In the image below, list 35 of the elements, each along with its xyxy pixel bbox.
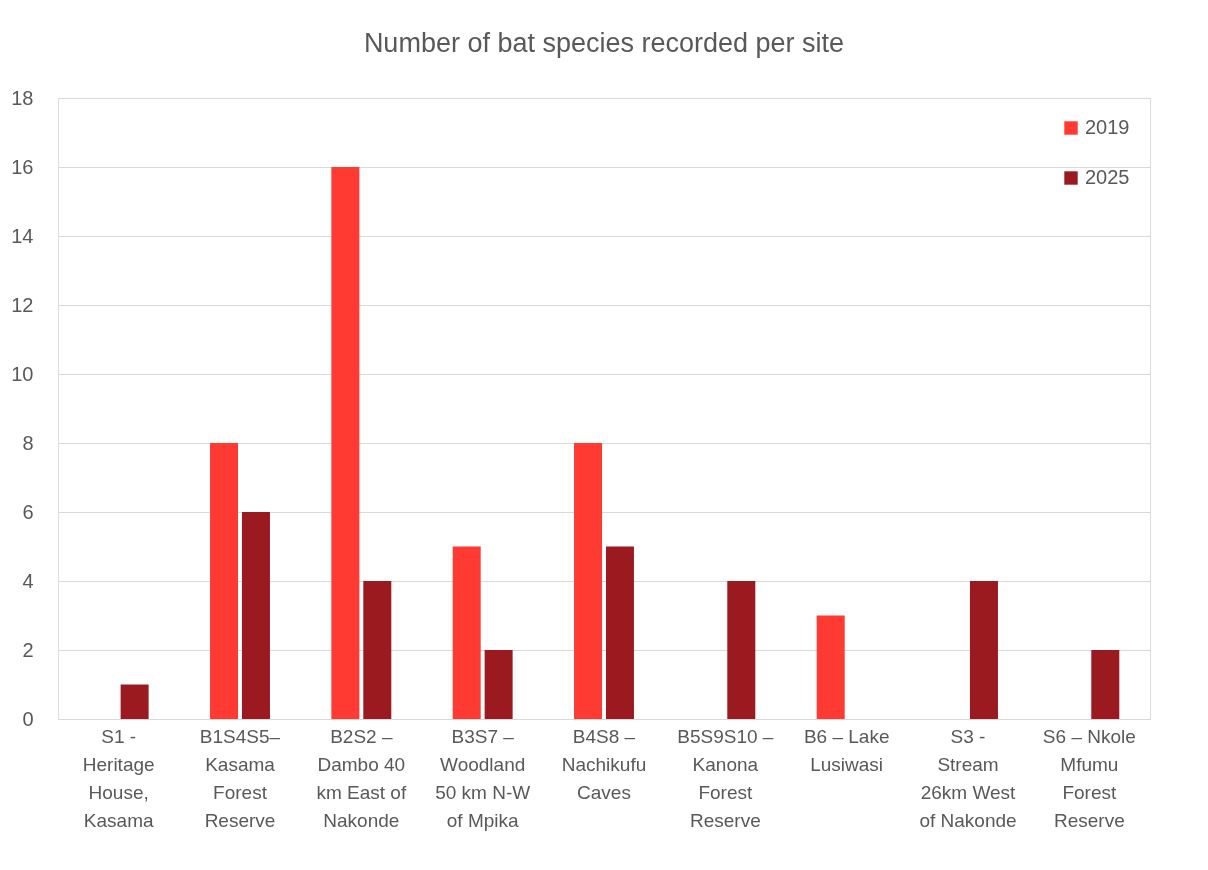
x-tick-label: B5S9S10 – Kanona Forest Reserve (677, 725, 774, 831)
bar (1091, 650, 1120, 719)
bar (241, 512, 270, 719)
bar (816, 615, 845, 719)
y-tick-label: 4 (22, 569, 34, 592)
bar (574, 443, 603, 719)
x-tick-label: B4S8 – Nachikufu Caves (561, 725, 647, 803)
legend-label: 2019 (1085, 116, 1130, 138)
y-tick-label: 18 (11, 86, 34, 109)
legend-label: 2025 (1085, 166, 1130, 188)
y-tick-label: 0 (22, 707, 34, 730)
bar (727, 581, 756, 719)
bar (210, 443, 239, 719)
y-tick-label: 10 (11, 362, 34, 385)
bar (452, 546, 481, 719)
bar (363, 581, 392, 719)
x-tick-label: S6 – Nkole Mfumu Forest Reserve (1042, 725, 1136, 831)
y-tick-label: 12 (11, 293, 34, 316)
y-tick-label: 6 (22, 500, 34, 523)
bar (969, 581, 998, 719)
y-tick-label: 2 (22, 638, 34, 661)
chart-title: Number of bat species recorded per site (363, 28, 845, 58)
x-tick-label: B2S2 – Dambo 40 km East of Nakonde (316, 725, 407, 831)
y-tick-label: 8 (22, 431, 34, 454)
y-tick-label: 16 (11, 155, 34, 178)
bar (605, 546, 634, 719)
bar (120, 684, 149, 719)
x-tick-label: S1 - Heritage House, Kasama (82, 725, 155, 831)
bar (484, 650, 513, 719)
x-tick-label: B3S7 – Woodland 50 km N-W of Mpika (435, 725, 531, 831)
x-tick-label: B6 – Lake Lusiwasi (803, 725, 890, 775)
x-tick-label: B1S4S5– Kasama Forest Reserve (199, 725, 281, 831)
bar (331, 167, 360, 719)
y-tick-label: 14 (11, 224, 34, 247)
x-tick-label: S3 - Stream 26km West of Nakonde (919, 725, 1017, 831)
